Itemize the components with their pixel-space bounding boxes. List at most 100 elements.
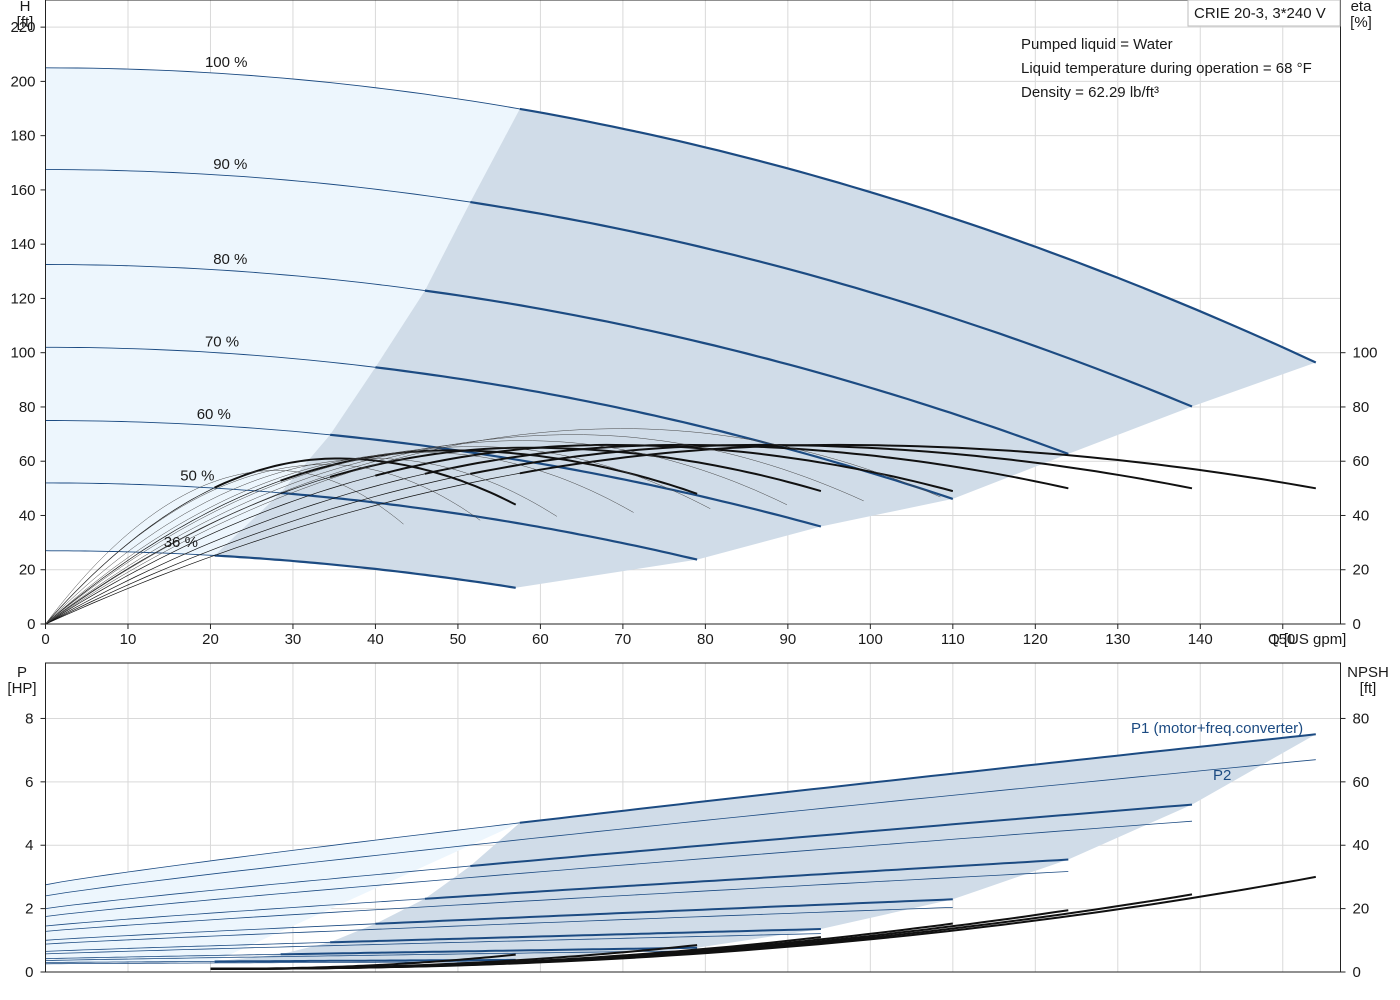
speed-label: 70 %	[205, 333, 239, 350]
x-tick-label: 70	[615, 631, 632, 648]
npsh-axis-title-line1: NPSH [ft]	[1347, 664, 1389, 697]
p1-series-label: P1 (motor+freq.converter)	[1131, 720, 1303, 737]
head-tick-label: 0	[27, 616, 35, 633]
head-tick-label: 220	[10, 19, 35, 36]
head-curve-thin-100	[45, 67, 520, 110]
axis-title-line: [HP]	[7, 680, 36, 697]
power-tick-label: 4	[25, 837, 33, 854]
head-curve-thin-90	[45, 169, 471, 203]
chart-title: CRIE 20-3, 3*240 V	[1194, 5, 1326, 22]
power-tick-label: 8	[25, 710, 33, 727]
p1-curve-thin	[45, 822, 520, 886]
npsh-tick-label: 80	[1353, 710, 1370, 727]
power-tick-label: 6	[25, 774, 33, 791]
head-curve-thin-36	[45, 550, 215, 556]
head-operating-region	[214, 108, 1316, 588]
efficiency-fan-line	[45, 428, 941, 625]
p1-curve-thin	[45, 923, 376, 941]
p1-curve	[424, 858, 1069, 900]
efficiency-curve	[519, 443, 1316, 490]
power-light-region	[45, 822, 520, 963]
head-curve-50	[280, 491, 698, 561]
speed-label: 100 %	[205, 54, 248, 71]
efficiency-curve	[329, 446, 822, 493]
bottom-plot-frame	[45, 662, 1341, 973]
x-tick-label: 10	[120, 631, 137, 648]
x-tick-label: 60	[532, 631, 549, 648]
speed-label: 36 %	[164, 534, 198, 551]
axis-title-line: NPSH	[1347, 664, 1389, 681]
p1-curve	[330, 928, 821, 944]
p1-curve-thin	[45, 961, 215, 963]
power-tick-label: 2	[25, 901, 33, 918]
eta-axis-title-line1: eta [%]	[1350, 0, 1372, 31]
head-tick-label: 60	[19, 453, 36, 470]
head-curve-thin-60	[45, 420, 331, 436]
axis-title-line: [ft]	[17, 14, 34, 31]
title-box	[1187, 0, 1341, 27]
p2-curve	[45, 950, 698, 961]
x-tick-label: 140	[1188, 631, 1213, 648]
p1-curve-thin	[45, 941, 331, 952]
efficiency-fan-line	[45, 464, 481, 625]
info-density: Density = 62.29 lb/ft³	[1021, 84, 1159, 101]
eta-tick-label: 0	[1353, 616, 1361, 633]
speed-label: 50 %	[180, 467, 214, 484]
p1-curve-thin	[45, 898, 425, 927]
x-tick-label: 20	[202, 631, 219, 648]
info-liquid-temperature: Liquid temperature during operation = 68…	[1021, 60, 1312, 77]
x-tick-label: 30	[285, 631, 302, 648]
head-curve-thin-80	[45, 264, 425, 292]
head-curve-60	[329, 433, 822, 528]
p2-curve	[45, 871, 1069, 932]
head-curve-36	[214, 554, 516, 589]
eta-tick-label: 20	[1353, 562, 1370, 579]
efficiency-curve	[214, 457, 517, 506]
p2-series-label: P2	[1213, 767, 1231, 784]
top-plot-frame	[45, 0, 1341, 625]
p1-curve-thin	[45, 865, 471, 909]
power-tick-label: 0	[25, 964, 33, 981]
tick-layer: 0 10 20 30 40 50 60 70 80 90 100 110 120 130 140 150020…	[10, 19, 1377, 981]
frame-layer	[45, 0, 1341, 973]
power-axis-title-line1: P [HP]	[7, 664, 36, 697]
head-light-region	[45, 67, 520, 556]
head-tick-label: 40	[19, 507, 36, 524]
head-tick-label: 140	[10, 236, 35, 253]
speed-label: 80 %	[213, 251, 247, 268]
efficiency-fan-line	[45, 434, 864, 625]
axis-title-line: [ft]	[1360, 680, 1377, 697]
fill-layer	[45, 67, 1316, 963]
npsh-tick-label: 60	[1353, 774, 1370, 791]
info-pumped-liquid: Pumped liquid = Water	[1021, 36, 1173, 53]
p1-curve	[470, 803, 1193, 867]
npsh-curve	[210, 953, 516, 970]
x-tick-label: 80	[697, 631, 714, 648]
x-tick-label: 150	[1270, 631, 1295, 648]
axis-title-line: H	[20, 0, 31, 15]
head-tick-label: 180	[10, 128, 35, 145]
head-curve-thin-70	[45, 346, 376, 368]
x-tick-label: 40	[367, 631, 384, 648]
x-tick-label: 90	[780, 631, 797, 648]
p1-curve	[280, 946, 698, 956]
efficiency-fan-line	[45, 452, 634, 625]
label-layer: 100 % 90 % 80 % 70 % 60 % 50 % 36 %	[164, 54, 248, 551]
speed-label: 90 %	[213, 156, 247, 173]
head-curve-80	[424, 289, 1069, 455]
head-tick-label: 160	[10, 182, 35, 199]
x-tick-label: 120	[1023, 631, 1048, 648]
head-tick-label: 200	[10, 73, 35, 90]
efficiency-fan-line	[45, 458, 558, 625]
p2-curve	[45, 820, 1193, 917]
p2-curve	[45, 933, 821, 955]
eta-tick-label: 40	[1353, 507, 1370, 524]
power-operating-region	[214, 734, 1316, 962]
head-tick-label: 80	[19, 399, 36, 416]
efficiency-curve	[470, 443, 1193, 490]
flow-axis-title: Q [US gpm]	[1268, 631, 1346, 648]
head-curve-thin-50	[45, 482, 281, 494]
npsh-tick-label: 0	[1353, 964, 1361, 981]
p1-curve-thin	[45, 953, 281, 960]
